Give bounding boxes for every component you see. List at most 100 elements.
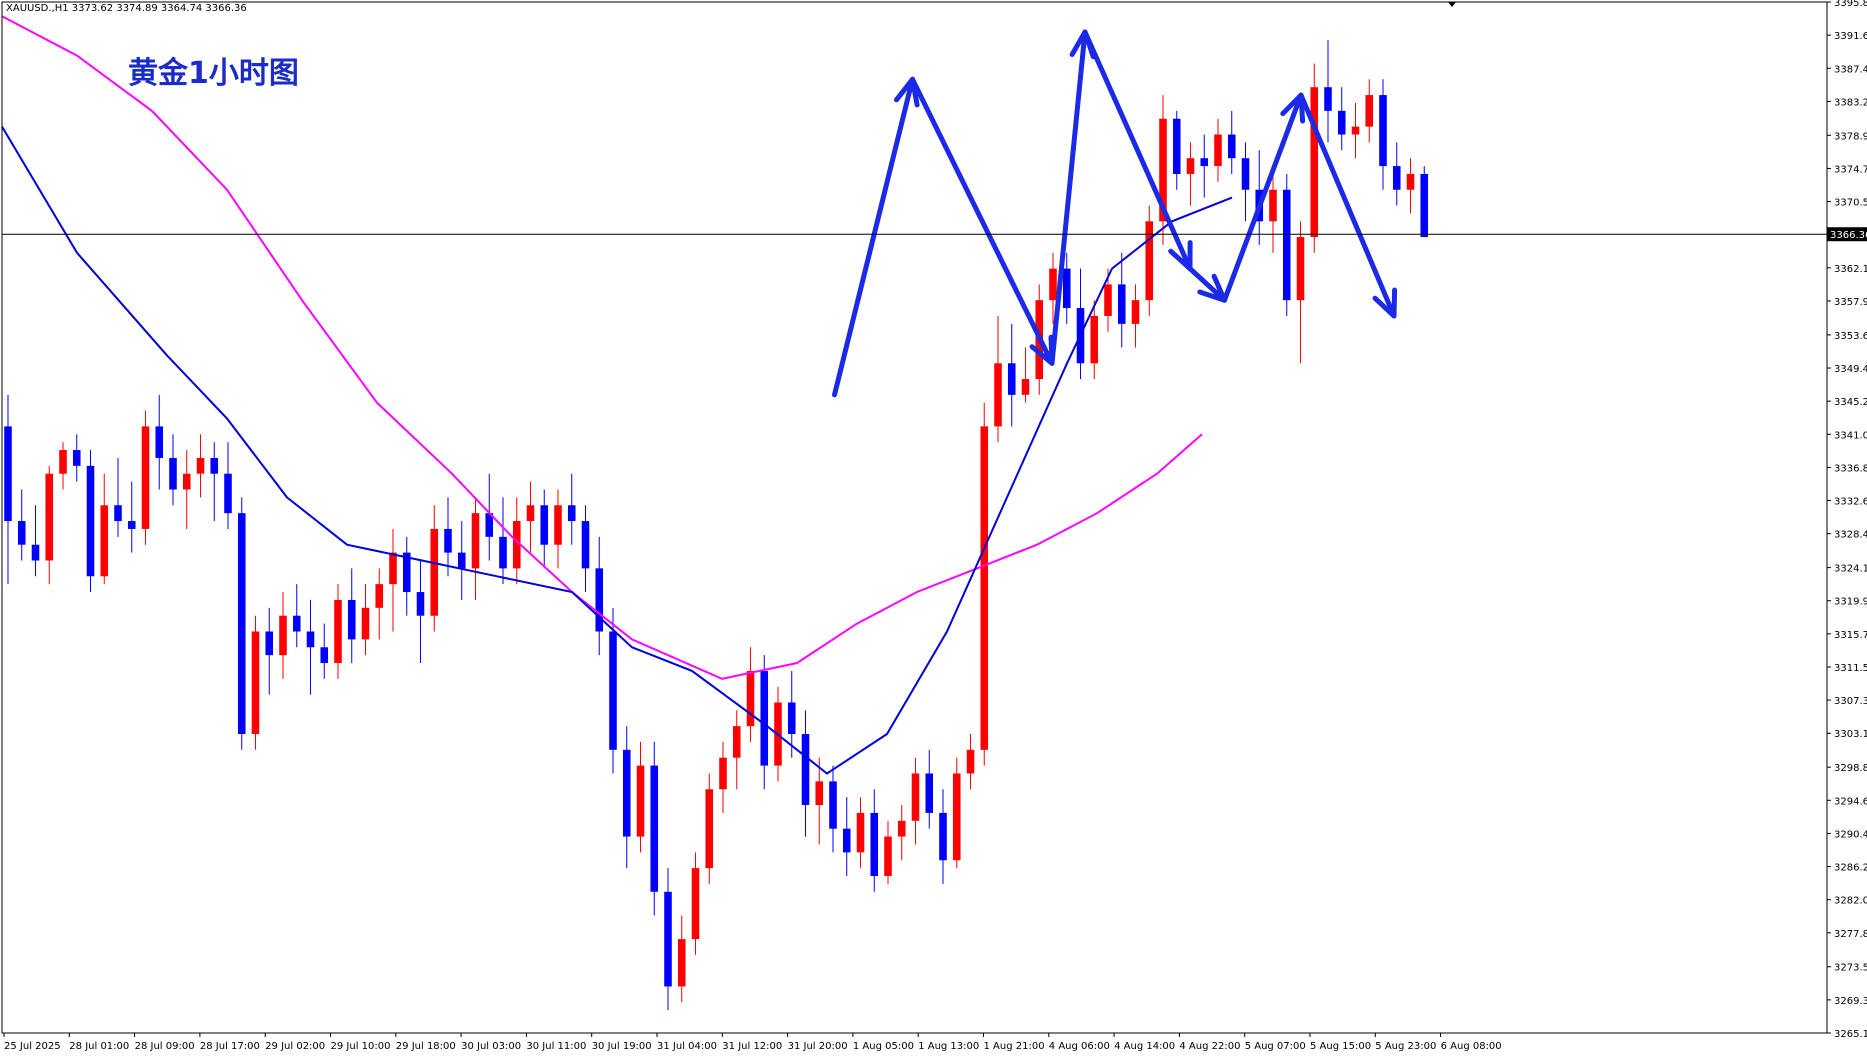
candle <box>787 670 796 758</box>
candle-body <box>1021 379 1030 395</box>
arrow-drawing[interactable] <box>1222 92 1306 303</box>
candle <box>952 757 961 869</box>
candle-body <box>471 513 480 569</box>
y-tick-label: 3336.80 <box>1834 463 1867 474</box>
candle <box>980 402 989 766</box>
candle-body <box>1324 87 1332 111</box>
candle-body <box>4 426 12 522</box>
candle <box>540 489 549 569</box>
candle-body <box>897 820 906 837</box>
candle <box>1007 323 1016 427</box>
candle-body <box>691 868 700 940</box>
arrow-shaft <box>832 76 915 398</box>
candle-body <box>1337 110 1346 135</box>
arrow-head <box>1372 287 1398 319</box>
x-tick-label: 4 Aug 22:00 <box>1179 1041 1240 1052</box>
candle-body <box>347 599 356 640</box>
x-tick-label: 4 Aug 14:00 <box>1114 1041 1175 1052</box>
candle-body <box>444 528 452 553</box>
candle-body <box>224 473 232 514</box>
y-tick-label: 3282.00 <box>1834 896 1867 907</box>
candle <box>72 434 81 482</box>
candle <box>347 568 356 664</box>
candle <box>801 710 810 837</box>
candle-body <box>1296 237 1305 301</box>
candle-body <box>141 426 150 529</box>
candle-body <box>746 670 755 727</box>
candle-body <box>320 647 329 664</box>
arrow-drawing[interactable] <box>910 76 1055 366</box>
candle-body <box>1007 363 1016 395</box>
candle <box>389 528 397 632</box>
arrow-drawing[interactable] <box>1298 92 1398 319</box>
candle-body <box>45 473 54 561</box>
candle-body <box>581 521 590 569</box>
candle-body <box>526 505 535 522</box>
candle <box>4 394 12 585</box>
arrow-drawing[interactable] <box>832 76 920 398</box>
candle <box>1324 39 1332 143</box>
current-price-box <box>1827 227 1867 242</box>
candle-body <box>856 812 865 853</box>
candle-body <box>1269 189 1277 222</box>
candle <box>1145 205 1154 316</box>
candle <box>224 442 232 529</box>
candle <box>1282 173 1291 316</box>
candle <box>210 442 219 522</box>
candle-body <box>925 773 934 813</box>
ma-fast-line <box>1 126 1233 775</box>
y-tick-label: 3298.80 <box>1834 763 1867 774</box>
arrow-drawing[interactable] <box>1187 266 1227 303</box>
candle-body <box>650 765 659 892</box>
candle-body <box>609 631 617 750</box>
arrow-drawing[interactable] <box>1049 29 1096 366</box>
y-tick-label: 3265.10 <box>1834 1029 1867 1040</box>
candle <box>1392 142 1401 206</box>
candle <box>746 647 755 742</box>
candle <box>127 481 136 553</box>
candle-body <box>86 465 95 577</box>
candle-body <box>787 702 796 735</box>
candle <box>1186 142 1195 206</box>
candle-body <box>870 812 879 877</box>
candle-body <box>595 568 604 632</box>
candle-body <box>719 757 727 790</box>
y-tick-label: 3374.70 <box>1834 164 1867 175</box>
candle-body <box>169 457 177 490</box>
y-tick-label: 3328.40 <box>1834 530 1867 541</box>
candle <box>760 655 769 790</box>
moving-averages-layer <box>1 15 1233 775</box>
y-tick-label: 3286.20 <box>1834 863 1867 874</box>
candle <box>650 741 659 916</box>
y-tick-label: 3383.20 <box>1834 97 1867 108</box>
candle-body <box>1241 158 1250 190</box>
candle-body <box>114 505 122 522</box>
candle-body <box>994 363 1002 427</box>
candle-body <box>540 505 549 545</box>
candle <box>1420 166 1429 238</box>
y-tick-label: 3349.40 <box>1834 364 1867 375</box>
candle <box>719 741 727 813</box>
candle-body <box>1131 300 1140 324</box>
candle-body <box>59 450 67 474</box>
y-tick-label: 3391.60 <box>1834 31 1867 42</box>
candle <box>526 481 535 553</box>
candle <box>856 797 865 869</box>
candle-body <box>1406 173 1415 190</box>
x-tick-label: 4 Aug 06:00 <box>1049 1041 1110 1052</box>
candle <box>402 536 411 616</box>
candle <box>1269 173 1277 253</box>
candle <box>265 607 274 695</box>
x-tick-label: 30 Jul 03:00 <box>461 1041 521 1052</box>
candle <box>1200 134 1209 198</box>
y-tick-label: 3324.10 <box>1834 564 1867 575</box>
arrows-drawing-layer <box>832 29 1398 398</box>
candle <box>815 757 824 845</box>
arrow-shaft <box>910 76 1055 366</box>
candle-body <box>1310 87 1319 238</box>
candle <box>595 536 604 656</box>
x-tick-label: 5 Aug 07:00 <box>1245 1041 1306 1052</box>
candle-body <box>664 891 672 987</box>
candle <box>45 465 54 585</box>
